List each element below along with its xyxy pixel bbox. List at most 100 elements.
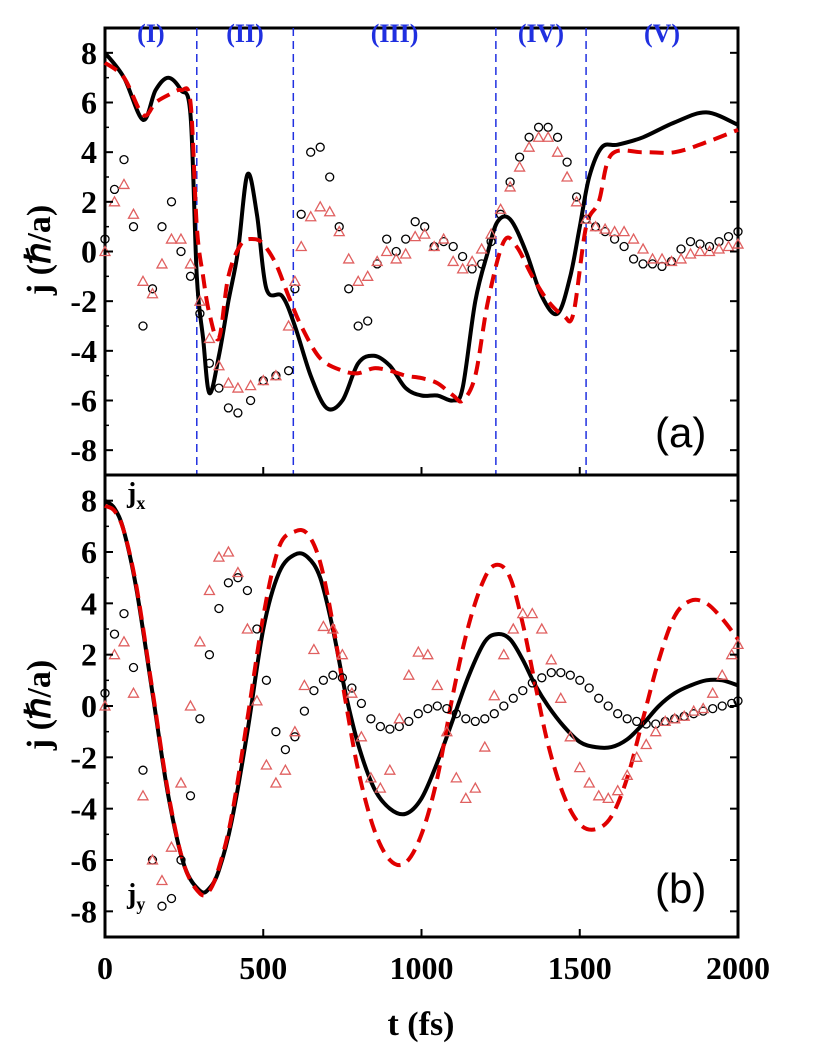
data-point (269, 776, 283, 788)
y-tick-label: 2 (81, 184, 97, 220)
data-point (117, 635, 131, 647)
y-tick-label: -4 (70, 333, 97, 369)
panel-a-ylabel: j (ℏ/a) (21, 205, 58, 296)
data-point (684, 247, 697, 259)
data-point (727, 698, 737, 709)
series-2 (103, 61, 739, 404)
data-point (609, 234, 620, 244)
data-point (494, 202, 507, 214)
data-point (184, 699, 197, 711)
data-point (594, 693, 604, 703)
data-point (399, 247, 412, 259)
data-point (325, 172, 335, 182)
data-point (617, 225, 631, 237)
data-point (328, 670, 338, 680)
data-point (355, 730, 368, 742)
data-point (402, 668, 415, 680)
data-point (412, 645, 425, 657)
data-point (204, 650, 215, 660)
data-point (166, 197, 177, 207)
data-point (420, 222, 430, 232)
data-point (428, 240, 441, 252)
panel-a-series (98, 51, 745, 418)
data-point (543, 122, 553, 132)
data-point (269, 369, 283, 381)
data-point (241, 622, 254, 634)
data-point (119, 154, 129, 165)
data-point (685, 236, 696, 247)
data-point (314, 200, 327, 212)
data-point (128, 662, 139, 673)
data-point (524, 132, 534, 142)
data-point (476, 259, 487, 269)
data-point (545, 653, 558, 665)
data-point (467, 264, 477, 274)
data-point (695, 239, 705, 249)
data-point (380, 245, 393, 257)
data-point (693, 245, 707, 257)
data-point (649, 725, 662, 737)
data-point (602, 792, 615, 804)
series-3 (100, 573, 743, 911)
data-point (622, 714, 632, 724)
data-point (295, 240, 308, 252)
y-tick-label: 2 (81, 637, 97, 673)
data-point (706, 686, 719, 698)
data-point (508, 693, 518, 703)
data-point (165, 840, 178, 852)
data-point (565, 670, 575, 680)
x-axis-label: t (fs) (387, 1006, 454, 1043)
data-point (535, 622, 548, 634)
data-point (621, 768, 634, 780)
data-point (222, 376, 235, 388)
data-point (195, 714, 205, 724)
data-point (404, 716, 414, 727)
panel-a-axes: 8 6 4 2 0 -2 -4 -6 -8 (70, 27, 739, 476)
data-point (630, 750, 643, 762)
data-point (704, 241, 715, 252)
data-point (306, 147, 316, 157)
data-point (448, 241, 458, 252)
y-tick-label: 8 (81, 483, 97, 519)
panel-a-frame (103, 26, 740, 477)
data-point (564, 730, 577, 742)
data-point (245, 395, 256, 406)
data-point (611, 784, 624, 796)
data-point (598, 222, 612, 234)
data-point (537, 673, 547, 683)
data-point (214, 603, 224, 614)
data-point (155, 257, 169, 269)
data-point (712, 242, 726, 254)
data-point (290, 284, 300, 294)
data-point (318, 675, 329, 685)
data-point (109, 184, 120, 195)
y-tick-label: -6 (70, 842, 97, 878)
panel-a: (I) (II) (III) (IV) (V) 8 6 4 2 0 -2 -4 -6 -8 (a) j … (21, 19, 745, 477)
data-point (260, 758, 273, 770)
data-point (603, 701, 613, 711)
data-point (393, 712, 406, 724)
data-point (674, 252, 688, 264)
y-tick-label: -8 (70, 893, 97, 929)
data-point (185, 271, 196, 281)
region-label: (V) (644, 19, 680, 48)
data-point (155, 874, 169, 886)
data-point (100, 688, 110, 698)
panel-a-label: (a) (655, 409, 706, 456)
data-point (703, 245, 716, 257)
x-tick-label: 2000 (706, 950, 770, 986)
data-point (157, 901, 167, 911)
data-point (461, 714, 471, 724)
data-point (714, 236, 724, 247)
data-point (100, 234, 110, 244)
series-1 (103, 51, 739, 412)
data-point (223, 578, 234, 588)
data-point (288, 274, 302, 286)
data-point (347, 683, 357, 693)
panel-b-ylabel: j (ℏ/a) (21, 660, 58, 751)
data-point (627, 232, 640, 244)
data-point (185, 791, 196, 801)
data-point (401, 234, 411, 244)
data-point (708, 703, 718, 714)
data-point (619, 241, 629, 252)
